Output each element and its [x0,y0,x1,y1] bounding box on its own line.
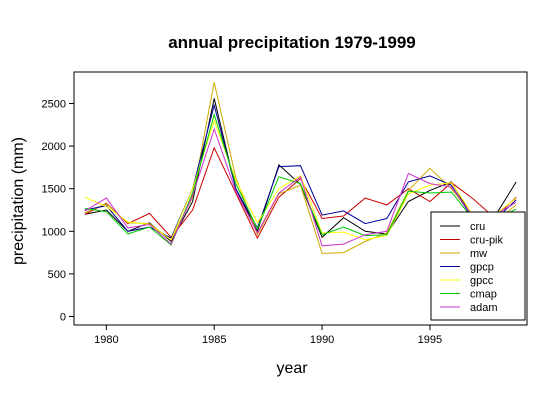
legend-label: cmap [470,289,497,301]
x-tick-label: 1995 [418,334,442,346]
chart-title: annual precipitation 1979-1999 [168,33,416,52]
y-tick: 1500 [42,184,74,196]
series-line-adam [84,127,517,247]
y-tick-label: 1000 [42,226,66,238]
x-tick: 1995 [418,325,442,346]
x-tick: 1990 [310,325,334,346]
legend-label: adam [470,302,498,314]
y-axis-label: precipitation (mm) [10,137,27,265]
x-axis-label: year [276,360,308,377]
legend-label: cru [470,221,485,233]
x-tick: 1985 [202,325,226,346]
legend-label: gpcc [470,275,494,287]
x-tick-label: 1980 [94,334,118,346]
y-tick-label: 0 [60,311,66,323]
x-tick-label: 1990 [310,334,334,346]
y-tick: 2000 [42,141,74,153]
y-tick: 500 [48,269,74,281]
x-tick-label: 1985 [202,334,226,346]
x-tick: 1980 [94,325,119,346]
legend-item: cru [440,221,485,233]
y-tick: 1000 [42,226,74,238]
legend-item: mw [440,248,487,260]
legend-item: adam [440,302,498,314]
y-tick-label: 2500 [42,99,66,111]
legend-item: cmap [440,289,497,301]
y-tick-label: 500 [48,269,66,281]
legend-item: cru-pik [440,235,504,247]
legend-label: mw [470,248,487,260]
y-axis: 0 500 1000 1500 2000 2500 [42,99,74,323]
y-tick-label: 2000 [42,141,66,153]
legend-item: gpcp [440,262,494,274]
series-line-gpcc [84,119,517,241]
series-lines [84,82,517,254]
legend-label: gpcp [470,262,494,274]
x-axis: 1980 1985 1990 1995 [94,325,442,346]
series-line-cru-pik [84,146,517,240]
legend-item: gpcc [440,275,494,287]
y-tick: 2500 [42,99,74,111]
y-tick-label: 1500 [42,184,66,196]
series-line-cmap [84,112,517,246]
legend-label: cru-pik [470,235,504,247]
y-tick: 0 [60,311,74,323]
plot-frame [73,71,528,326]
